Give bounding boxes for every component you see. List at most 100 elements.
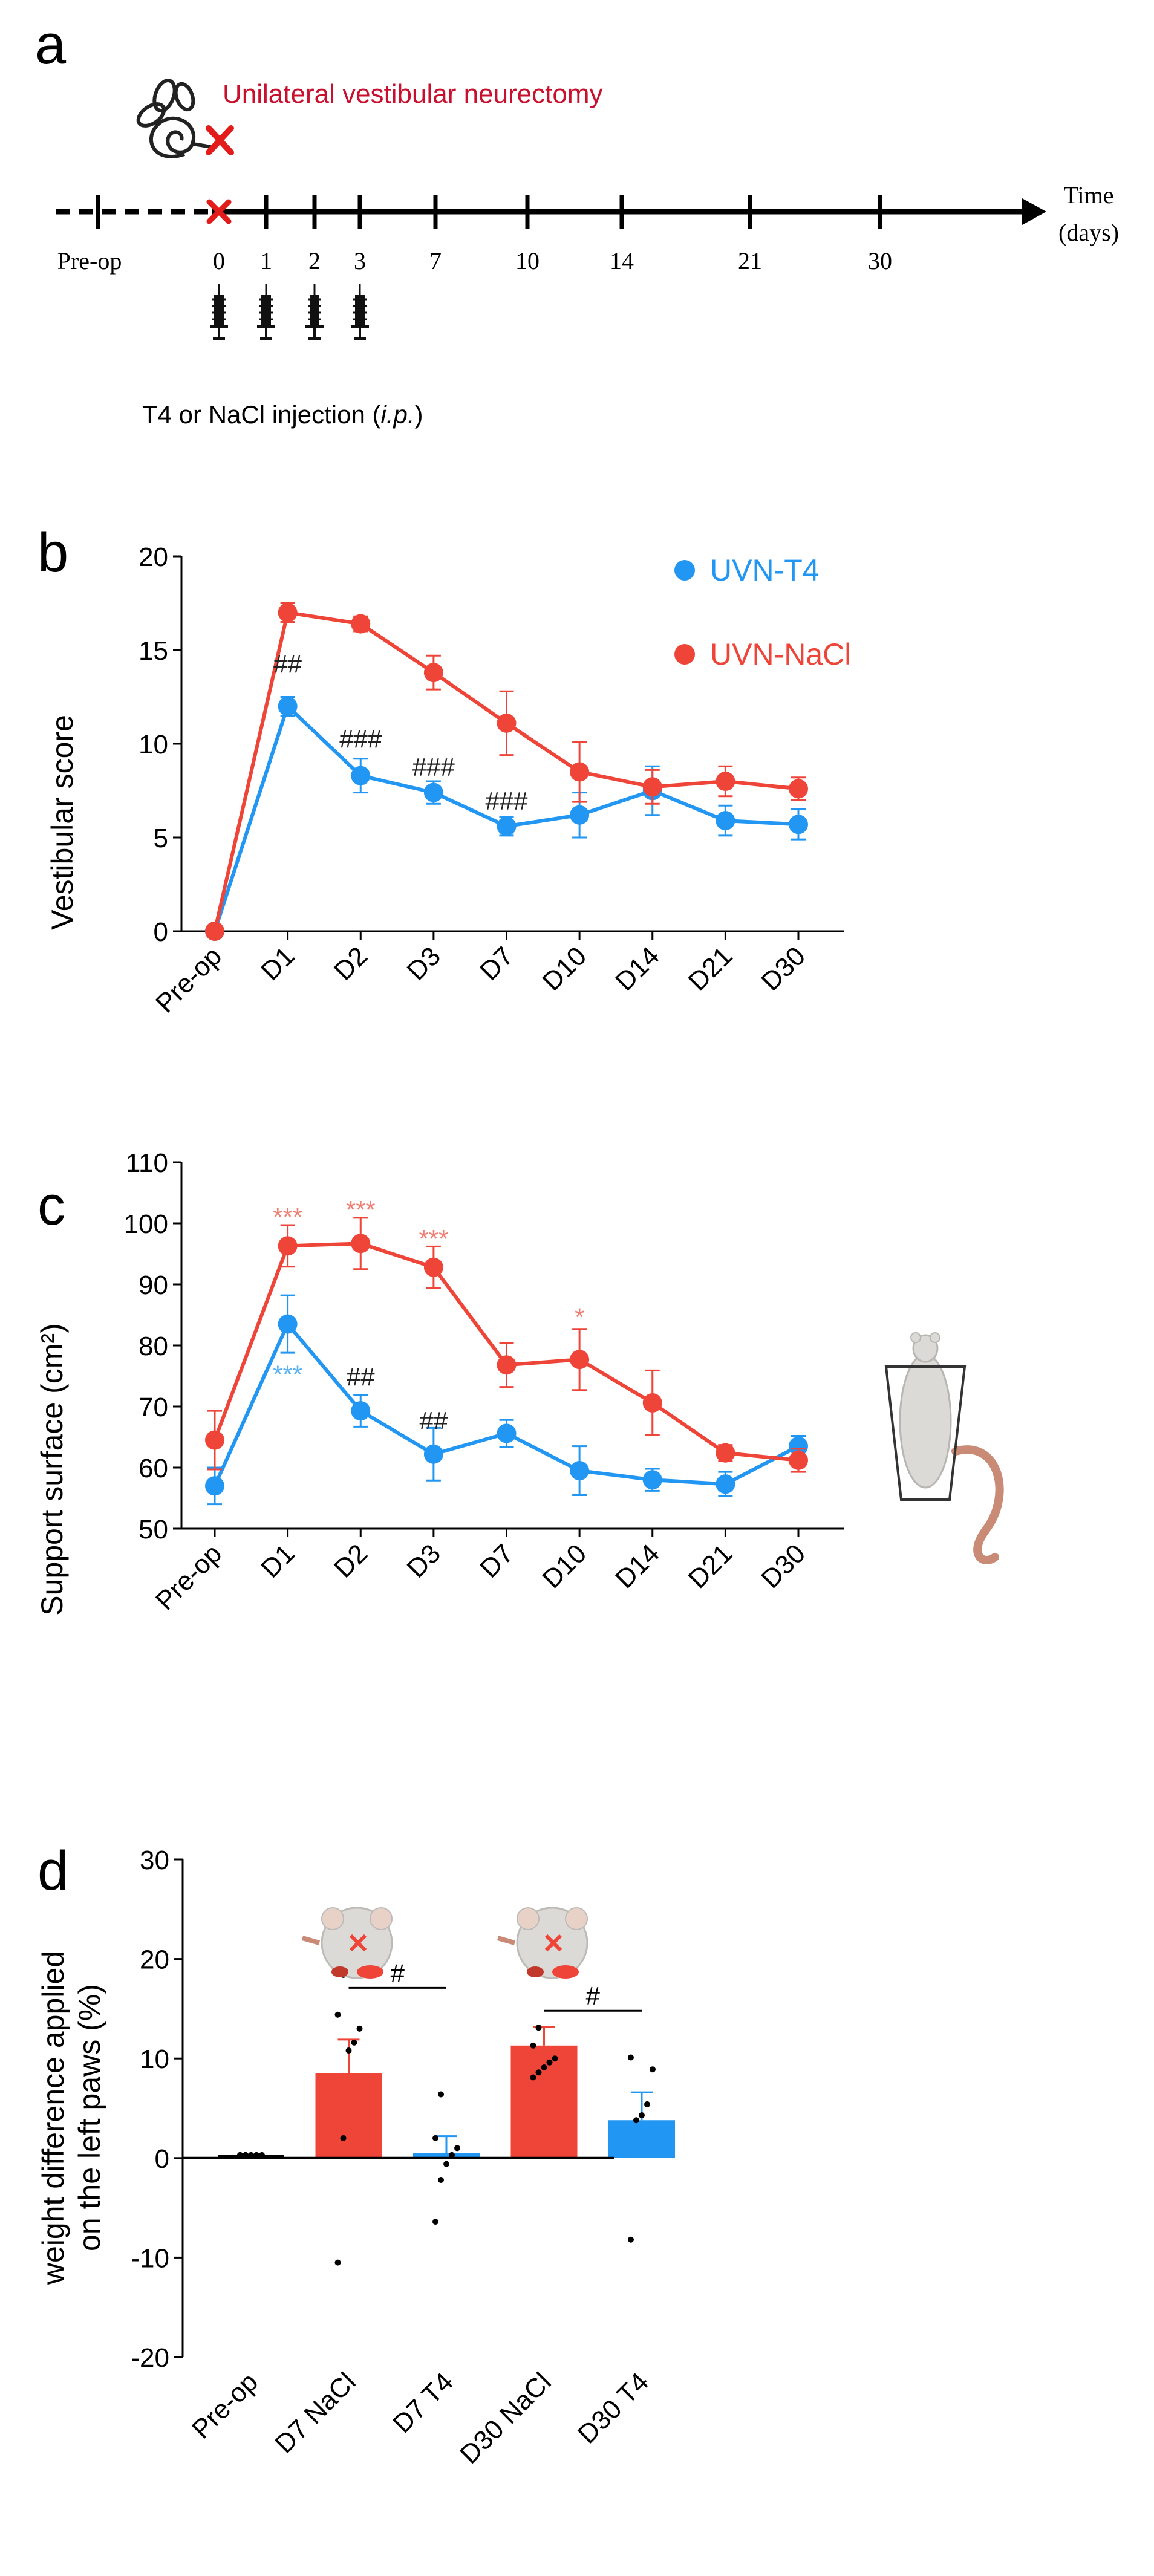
individual-point	[432, 2135, 438, 2141]
cross-icon	[206, 199, 232, 224]
significance-annotation: ***	[273, 1203, 302, 1231]
data-point-t4	[716, 811, 735, 831]
y-tick-label: 0	[154, 917, 168, 947]
significance-annotation: ***	[346, 1195, 376, 1224]
data-point-nacl	[642, 777, 662, 797]
individual-point	[340, 2135, 347, 2141]
data-point-nacl	[351, 1234, 371, 1254]
procedure-label: Unilateral vestibular neurectomy	[223, 79, 603, 109]
data-point-nacl	[278, 1236, 298, 1256]
data-point-nacl	[570, 762, 590, 782]
x-tick-label: D30 T4	[572, 2367, 654, 2449]
data-point-t4	[716, 1474, 735, 1494]
injection-label: T4 or NaCl injection (i.p.)	[142, 400, 423, 429]
data-point-t4	[351, 766, 371, 785]
individual-point	[530, 2042, 536, 2049]
individual-point	[356, 2025, 363, 2032]
individual-point	[633, 2117, 639, 2124]
individual-point	[628, 2054, 634, 2061]
data-point-t4	[570, 1461, 590, 1481]
x-tick-label: Pre-op	[150, 1538, 227, 1616]
data-point-nacl	[789, 779, 808, 799]
individual-point	[530, 2074, 536, 2081]
significance-annotation: ###	[339, 725, 382, 753]
data-point-nacl	[423, 663, 443, 683]
data-point-nacl	[642, 1393, 662, 1413]
data-point-nacl	[351, 614, 371, 634]
x-tick-label: D21	[683, 1538, 738, 1594]
x-tick-label: D7	[474, 941, 519, 986]
timeline-tick-label-3: 3	[354, 247, 366, 275]
timeline-ticks	[264, 195, 882, 229]
timeline-tick-label-0: 0	[213, 247, 225, 275]
y-tick-label: -10	[131, 2243, 169, 2273]
individual-point	[334, 2011, 341, 2018]
data-point-t4	[789, 815, 808, 834]
significance-annotation: ##	[347, 1363, 375, 1391]
mouse-head-icon	[497, 1907, 588, 1979]
preop-timeline-label: Pre-op	[57, 247, 122, 275]
significance-annotation: ***	[273, 1360, 302, 1388]
significance-annotation: *	[575, 1303, 584, 1332]
panel-c-support-surface: c Support surface (cm²) 50 60 70 80 90 100 110…	[35, 1148, 1004, 1616]
individual-point	[443, 2161, 449, 2167]
x-tick-label: D7 NaCl	[269, 2367, 361, 2459]
x-tick-label: D30	[755, 1538, 811, 1594]
data-point-t4	[570, 805, 590, 825]
y-tick-label: 10	[140, 2044, 169, 2074]
data-point-nacl	[205, 922, 224, 941]
significance-annotation: ##	[420, 1407, 448, 1435]
x-tick-label: D21	[683, 941, 738, 997]
panel-a-timeline: a Unilateral vestibular neurectomy Pre-o…	[35, 14, 1119, 429]
individual-point	[345, 2047, 352, 2054]
individual-point	[546, 2059, 553, 2066]
individual-point	[438, 2177, 444, 2184]
y-tick-label: 90	[139, 1270, 168, 1300]
data-point-t4	[497, 1423, 517, 1443]
timeline-tick-labels: 0 1 2 3 7 10 14 21 30	[213, 247, 892, 275]
x-tick-label: D3	[402, 941, 446, 986]
mouse-in-box-icon	[884, 1332, 1004, 1564]
x-tick-label: D10	[536, 941, 592, 997]
data-point-t4	[423, 1444, 443, 1464]
x-tick-label: D30	[755, 941, 811, 997]
mouse-head-icon	[301, 1907, 393, 1979]
significance-annotation: ###	[412, 753, 455, 781]
y-tick-label: 20	[140, 1945, 169, 1975]
individual-point	[351, 2039, 357, 2046]
bar	[413, 2153, 480, 2158]
syringe-icon	[257, 284, 275, 340]
significance-annotation: ###	[485, 787, 528, 815]
data-point-t4	[351, 1401, 371, 1421]
individual-point	[552, 2055, 558, 2062]
ylabel-d-line2: on the left paws (%)	[73, 1984, 106, 2251]
individual-point	[650, 2066, 656, 2073]
significance-annotation: ***	[419, 1225, 448, 1253]
data-point-nacl	[789, 1450, 808, 1470]
individual-point	[628, 2236, 634, 2243]
legend-label-t4: UVN-T4	[710, 553, 820, 587]
panel-d-weight-difference: d weight difference applied on the left …	[36, 1840, 675, 2470]
individual-point	[248, 2152, 254, 2158]
data-point-t4	[497, 816, 517, 836]
syringe-barrel	[214, 295, 224, 325]
individual-point	[644, 2101, 650, 2107]
bar	[510, 2045, 578, 2158]
legend-label-nacl: UVN-NaCl	[710, 637, 851, 671]
data-point-nacl	[570, 1350, 590, 1370]
individual-point	[449, 2152, 455, 2158]
comparison-label: #	[391, 1959, 405, 1987]
y-tick-label: 50	[139, 1515, 168, 1544]
y-tick-label: 0	[155, 2144, 169, 2174]
individual-point	[334, 2259, 341, 2266]
y-tick-label: 20	[139, 542, 168, 572]
panel-label-b: b	[37, 522, 68, 584]
inner-ear-icon	[136, 79, 214, 158]
data-point-t4	[642, 1470, 662, 1490]
data-point-t4	[789, 1436, 808, 1456]
legend-marker-t4	[674, 560, 695, 581]
data-point-nacl	[205, 1430, 224, 1450]
y-tick-label: 80	[139, 1332, 168, 1361]
individual-point	[454, 2145, 460, 2152]
x-tick-label: D1	[255, 1538, 300, 1583]
